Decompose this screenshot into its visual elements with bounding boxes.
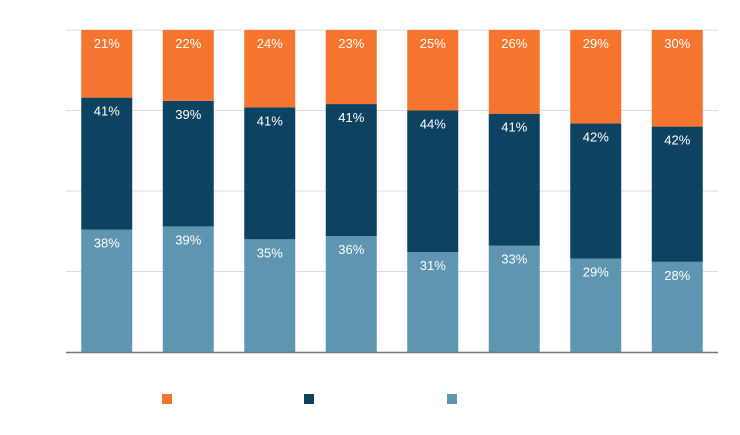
bar-segment-s0-c2 (244, 239, 296, 352)
data-label-s2-c3: 23% (338, 36, 364, 51)
data-label-s0-c6: 29% (583, 265, 609, 280)
data-label-s0-c4: 31% (420, 258, 446, 273)
legend-item-0[interactable] (162, 394, 172, 404)
data-label-s2-c2: 24% (257, 36, 283, 51)
data-label-s0-c7: 28% (664, 268, 690, 283)
legend-item-2[interactable] (447, 394, 457, 404)
data-labels: 38% 41% 21% 39% 39% 22% 35% 41% 24% 36% 41% 23% 31% 4… (94, 36, 691, 283)
bar-segment-s1-c7 (651, 126, 703, 262)
data-label-s2-c0: 21% (94, 36, 120, 51)
bar-segment-s2-c7 (651, 30, 703, 127)
bar-segment-s0-c0 (81, 229, 133, 352)
data-label-s0-c0: 38% (94, 236, 120, 251)
bar-segment-s0-c1 (162, 226, 214, 352)
bar-segment-s1-c0 (81, 97, 133, 230)
legend-swatch-1 (304, 394, 314, 404)
data-label-s2-c4: 25% (420, 36, 446, 51)
data-label-s1-c3: 41% (338, 110, 364, 125)
bar-segment-s2-c1 (162, 30, 214, 101)
bar-segment-s1-c6 (570, 123, 622, 259)
data-label-s1-c4: 44% (420, 117, 446, 132)
legend (162, 394, 457, 404)
bar-segment-s0-c4 (407, 252, 459, 352)
bar-segment-s1-c5 (488, 113, 540, 246)
legend-swatch-2 (447, 394, 457, 404)
data-label-s1-c1: 39% (175, 107, 201, 122)
bar-segment-s0-c5 (488, 245, 540, 352)
legend-swatch-0 (162, 394, 172, 404)
bar-segment-s0-c3 (325, 236, 377, 352)
data-label-s0-c1: 39% (175, 232, 201, 247)
data-label-s1-c7: 42% (664, 133, 690, 148)
data-label-s0-c5: 33% (501, 252, 527, 267)
data-label-s2-c5: 26% (501, 36, 527, 51)
data-label-s1-c6: 42% (583, 129, 609, 144)
legend-item-1[interactable] (304, 394, 314, 404)
data-label-s2-c6: 29% (583, 36, 609, 51)
bar-segment-s0-c6 (570, 258, 622, 352)
data-label-s2-c1: 22% (175, 36, 201, 51)
data-label-s0-c2: 35% (257, 245, 283, 260)
bar-segment-s1-c4 (407, 110, 459, 253)
bar-segment-s2-c6 (570, 30, 622, 124)
bars (81, 30, 703, 352)
data-label-s1-c2: 41% (257, 113, 283, 128)
bar-segment-s1-c1 (162, 100, 214, 227)
data-label-s2-c7: 30% (664, 36, 690, 51)
bar-segment-s2-c3 (325, 30, 377, 105)
bar-segment-s2-c5 (488, 30, 540, 114)
bar-segment-s0-c7 (651, 261, 703, 352)
data-label-s1-c5: 41% (501, 120, 527, 135)
bar-segment-s2-c4 (407, 30, 459, 111)
data-label-s0-c3: 36% (338, 242, 364, 257)
bar-segment-s2-c0 (81, 30, 133, 98)
data-label-s1-c0: 41% (94, 104, 120, 119)
bar-segment-s1-c2 (244, 107, 296, 240)
bar-segment-s2-c2 (244, 30, 296, 108)
bar-segment-s1-c3 (325, 104, 377, 237)
